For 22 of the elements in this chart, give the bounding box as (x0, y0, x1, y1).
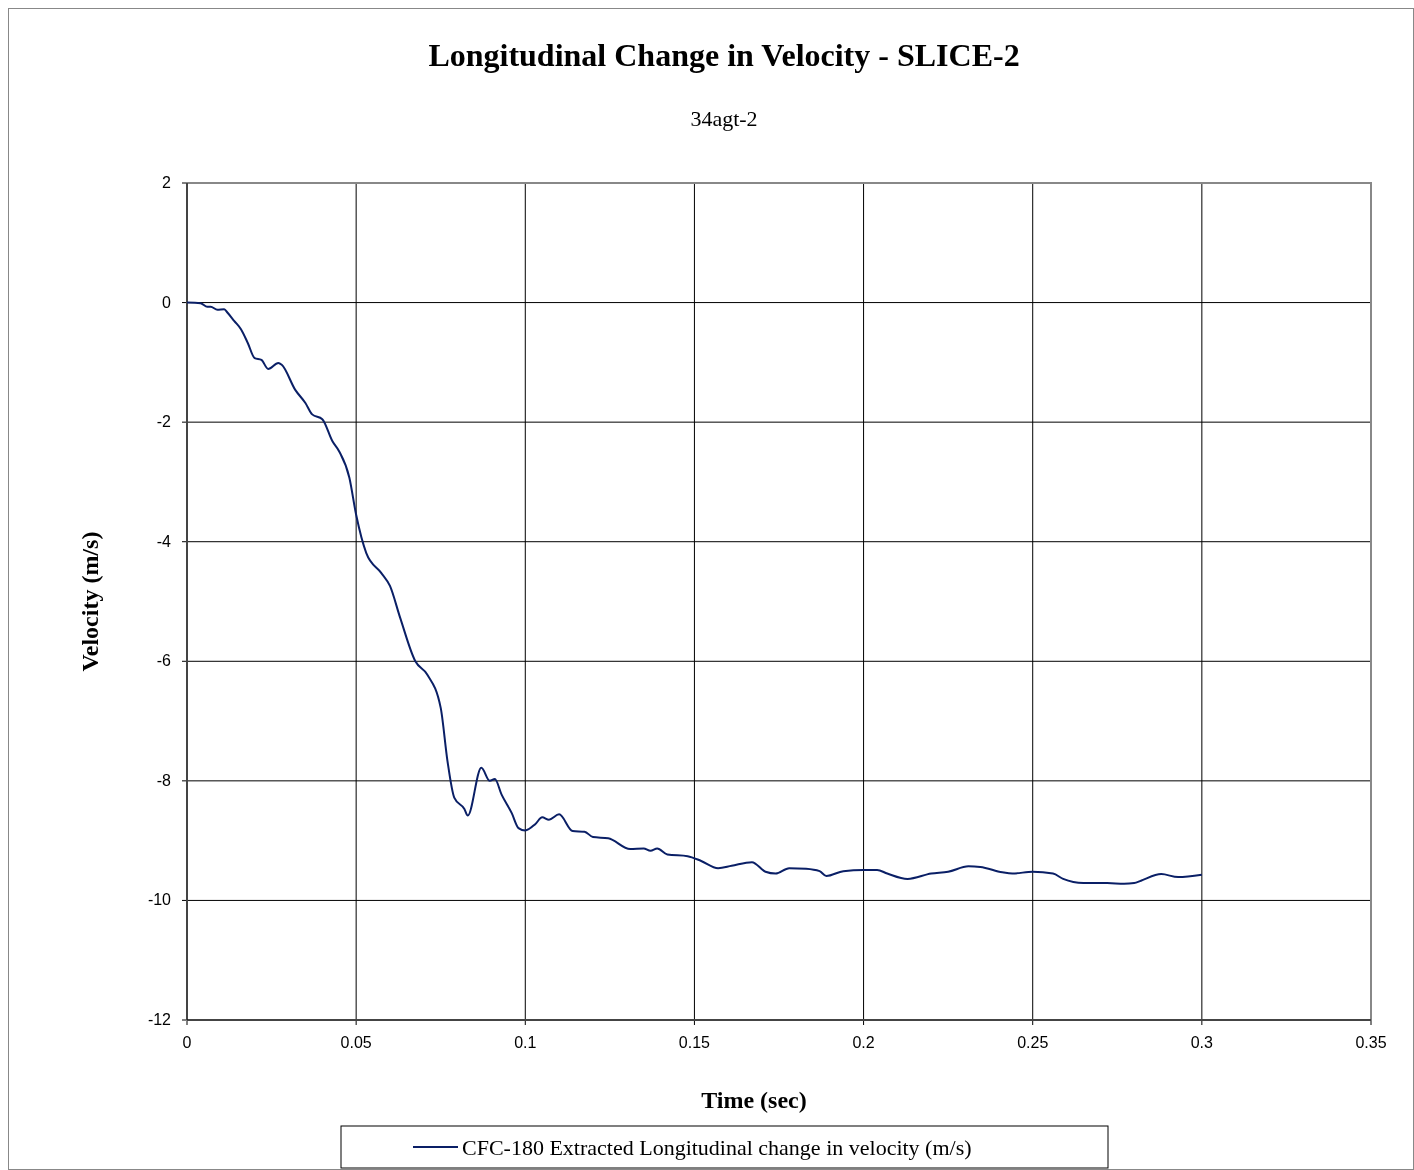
x-tick-label: 0.05 (340, 1034, 372, 1051)
y-tick-label: -12 (147, 1011, 172, 1028)
x-tick-label: 0.2 (852, 1034, 875, 1051)
x-tick-label: 0.35 (1355, 1034, 1387, 1051)
y-tick-label: -4 (156, 532, 172, 550)
y-tick-label: 2 (162, 174, 172, 191)
y-tick-label: 0 (162, 293, 172, 311)
x-tick-label: 0.3 (1190, 1034, 1214, 1051)
line-series (186, 301, 1203, 885)
y-axis-title: Velocity (m/s) (77, 531, 103, 672)
chart-title: Longitudinal Change in Velocity - SLICE-2 (428, 37, 1020, 73)
x-tick-label: 0.1 (514, 1034, 537, 1051)
y-tick-label: -6 (156, 652, 172, 670)
y-tick-label: -10 (147, 891, 172, 909)
x-axis-title: Time (sec) (701, 1087, 807, 1113)
chart-subtitle: 34agt-2 (690, 106, 758, 131)
legend-label: CFC-180 Extracted Longitudinal change in velocity (m/s) (462, 1135, 972, 1160)
x-tick-label: 0.25 (1017, 1034, 1049, 1051)
x-tick-label: 0.15 (678, 1034, 711, 1051)
y-tick-label: -2 (156, 413, 172, 431)
x-tick-label: 0 (182, 1034, 192, 1051)
y-tick-label: -8 (156, 771, 172, 789)
